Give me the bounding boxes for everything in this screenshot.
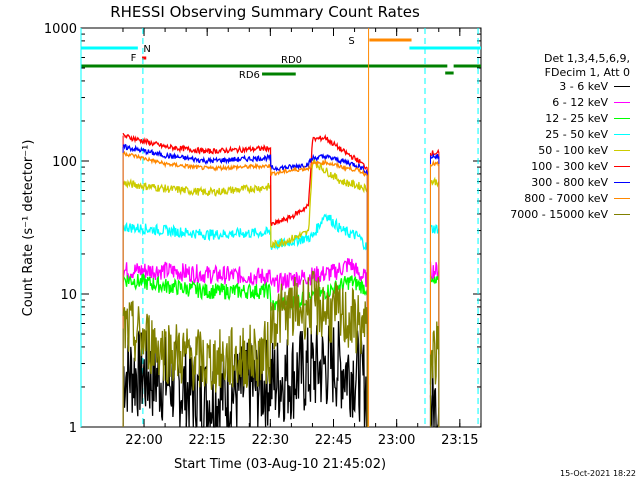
series-line-800-7000-kev <box>430 159 440 167</box>
series-lines <box>122 132 440 428</box>
legend-entry-label: 100 - 300 keV <box>531 160 608 173</box>
x-tick-label: 23:15 <box>441 433 478 448</box>
legend-swatch <box>614 214 630 215</box>
y-axis-label: Count Rate (s⁻¹ detector⁻¹) <box>21 140 36 317</box>
series-line-7000-15000-kev <box>429 321 440 385</box>
x-tick-label: 22:45 <box>315 433 352 448</box>
series-line-6-12-kev <box>122 258 368 293</box>
legend-entry: 3 - 6 keV <box>559 80 630 93</box>
series-line-25-50-kev <box>429 224 440 234</box>
chart-title: RHESSI Observing Summary Count Rates <box>110 3 420 21</box>
x-tick-label: 22:15 <box>188 433 225 448</box>
series-line-300-800-kev <box>429 153 440 160</box>
legend-entry-label: 800 - 7000 keV <box>524 192 608 205</box>
y-tick-label: 1000 <box>44 22 77 37</box>
series-line-12-25-kev <box>429 275 440 285</box>
legend-swatch <box>614 198 630 199</box>
footer-timestamp: 15-Oct-2021 18:22 <box>560 469 636 478</box>
legend-entry: 300 - 800 keV <box>531 176 630 189</box>
flag-label-n: N <box>143 44 150 55</box>
series-line-300-800-kev <box>122 143 368 175</box>
x-tick-label: 23:00 <box>378 433 415 448</box>
y-tick-label: 1 <box>69 421 77 436</box>
legend-swatch <box>614 102 630 103</box>
legend-swatch <box>614 134 630 135</box>
legend-swatch <box>614 86 630 87</box>
legend-entry: 800 - 7000 keV <box>524 192 630 205</box>
legend-entry-label: 3 - 6 keV <box>559 80 608 93</box>
series-line-50-100-kev <box>122 158 368 249</box>
detector-info-line-2: FDecim 1, Att 0 <box>544 66 630 79</box>
legend-swatch <box>614 118 630 119</box>
y-tick-label: 100 <box>52 155 77 170</box>
series-line-800-7000-kev <box>122 150 368 177</box>
series-line-50-100-kev <box>429 176 440 188</box>
series-line-25-50-kev <box>122 213 368 251</box>
series-line-3-6-kev <box>429 365 440 428</box>
x-tick-label: 22:30 <box>252 433 289 448</box>
flag-label-f: F <box>131 53 137 64</box>
legend-entry-label: 25 - 50 keV <box>545 128 608 141</box>
tick-labels: 1 10 100 1000 22:00 22:15 22:30 22:45 23:00 23:15 <box>44 22 479 448</box>
legend-entry: 100 - 300 keV <box>531 160 630 173</box>
legend-entry-label: 7000 - 15000 keV <box>510 208 608 221</box>
vertical-markers <box>80 28 479 427</box>
flag-label-s: S <box>348 36 354 47</box>
y-tick-label: 10 <box>60 288 77 303</box>
series-line-100-300-kev <box>122 132 368 226</box>
flag-label-rd6: RD6 <box>239 70 260 81</box>
legend-entry: 12 - 25 keV <box>545 112 630 125</box>
legend-swatch <box>614 182 630 183</box>
series-line-100-300-kev <box>430 148 440 157</box>
legend-swatch <box>614 166 630 167</box>
flag-bars: NF S RD0 RD6 <box>81 36 481 81</box>
x-tick-label: 22:00 <box>125 433 162 448</box>
legend-entry-label: 6 - 12 keV <box>552 96 608 109</box>
legend-entry: 50 - 100 keV <box>538 144 630 157</box>
legend-entry-label: 50 - 100 keV <box>538 144 608 157</box>
legend-entry: 25 - 50 keV <box>545 128 630 141</box>
legend-entry: 7000 - 15000 keV <box>510 208 630 221</box>
x-axis-label: Start Time (03-Aug-10 21:45:02) <box>174 457 386 472</box>
legend-entry: 6 - 12 keV <box>552 96 630 109</box>
detector-info-line-1: Det 1,3,4,5,6,9, <box>543 52 630 65</box>
flag-label-rd0: RD0 <box>281 55 302 66</box>
legend-swatch <box>614 150 630 151</box>
series-line-7000-15000-kev <box>122 270 368 393</box>
legend-entry-label: 12 - 25 keV <box>545 112 608 125</box>
legend-entry-label: 300 - 800 keV <box>531 176 608 189</box>
